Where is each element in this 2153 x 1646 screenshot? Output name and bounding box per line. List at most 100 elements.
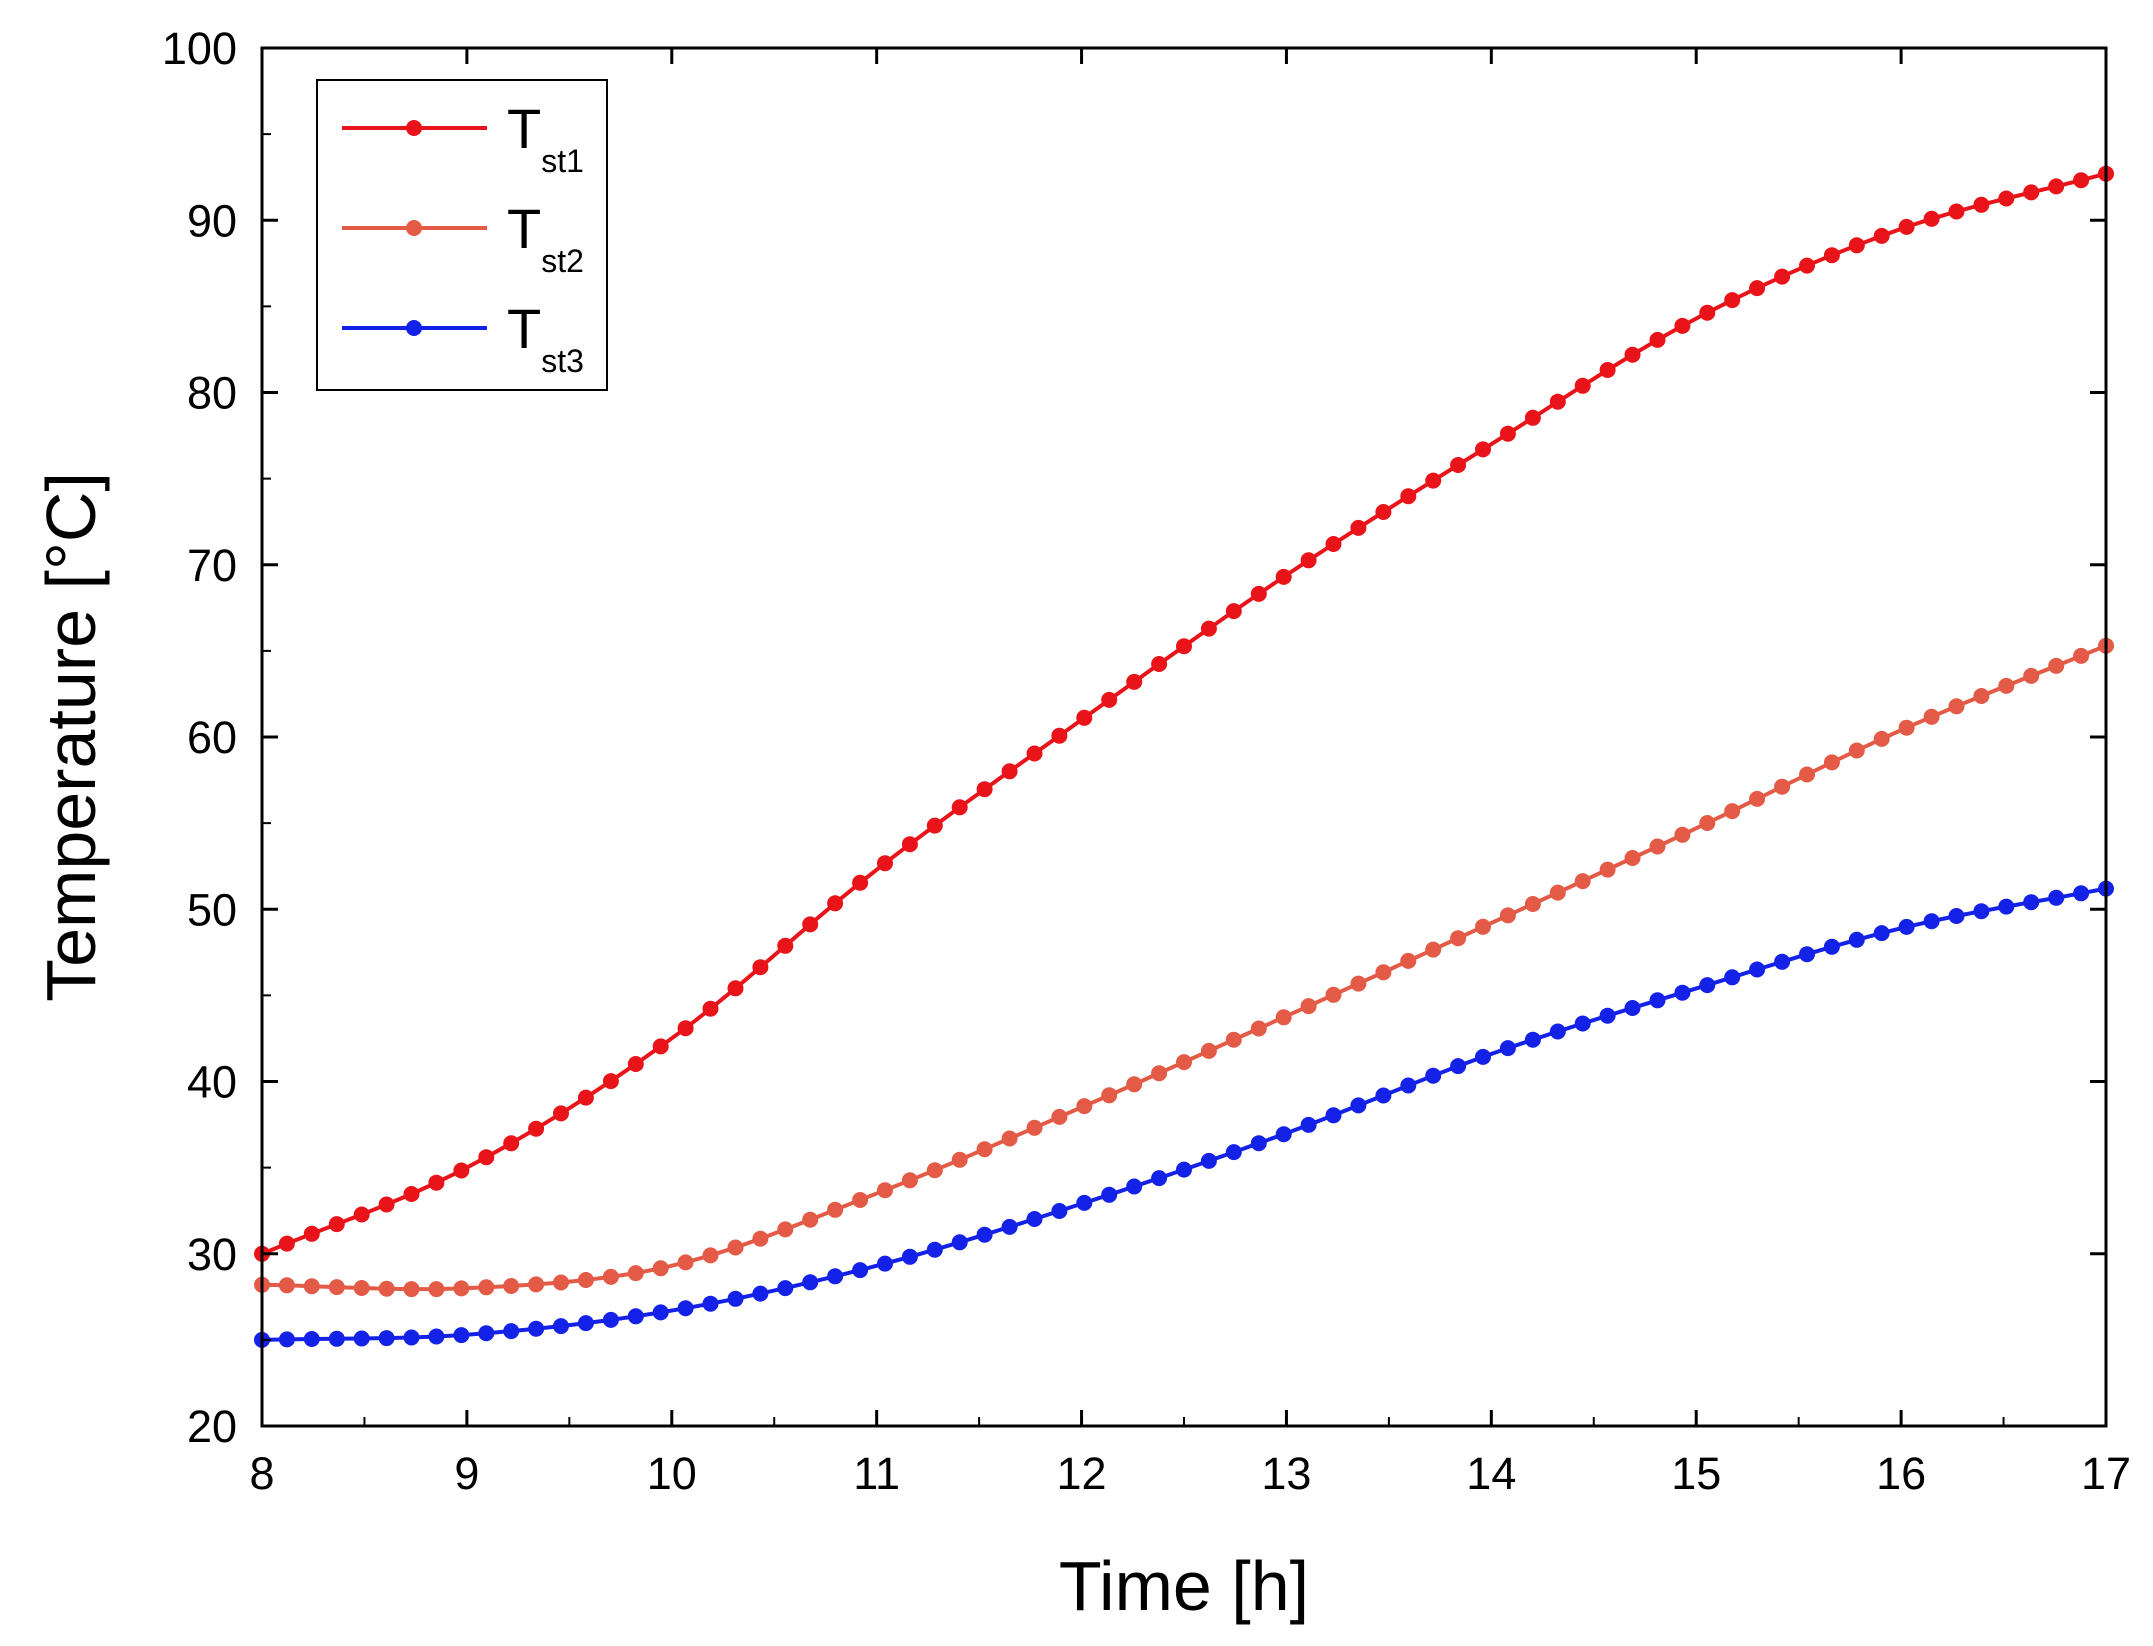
data-point <box>403 1186 420 1202</box>
legend-box <box>316 79 608 391</box>
data-point <box>852 874 869 891</box>
x-tick-label: 11 <box>853 1448 900 1499</box>
data-point <box>1275 1126 1292 1143</box>
data-point <box>1873 227 1890 244</box>
data-point <box>652 1304 669 1321</box>
data-point <box>1001 1218 1018 1235</box>
data-point <box>2023 184 2040 201</box>
data-point <box>1749 961 1766 978</box>
data-point <box>951 1151 968 1168</box>
data-point <box>1923 913 1940 930</box>
y-tick-label: 40 <box>187 1057 237 1108</box>
data-point <box>2023 894 2040 911</box>
data-point <box>926 1162 943 1179</box>
data-point <box>1549 393 1566 410</box>
data-point <box>453 1162 470 1179</box>
x-tick-label: 15 <box>1671 1448 1721 1499</box>
data-point <box>1948 698 1965 715</box>
data-point <box>827 1201 844 1218</box>
data-point <box>1973 688 1990 704</box>
data-point <box>901 836 918 853</box>
data-point <box>577 1089 594 1106</box>
data-point <box>1973 903 1990 920</box>
legend: Tst1 Tst2 Tst3 <box>316 79 608 391</box>
data-point <box>478 1279 495 1296</box>
data-point <box>1325 986 1342 1003</box>
data-point <box>1624 346 1641 363</box>
data-point <box>951 799 968 816</box>
data-point <box>1250 1135 1267 1152</box>
data-point <box>1549 1023 1566 1040</box>
y-tick-label: 80 <box>187 368 237 419</box>
data-point <box>453 1280 470 1297</box>
data-point <box>428 1281 445 1298</box>
data-point <box>1923 210 1940 227</box>
data-point <box>852 1192 869 1208</box>
data-point <box>1599 1007 1616 1024</box>
data-point <box>1848 237 1865 254</box>
data-point <box>2048 657 2065 674</box>
y-tick-label: 60 <box>187 712 237 763</box>
data-point <box>528 1276 545 1293</box>
data-point <box>1823 754 1840 771</box>
data-point <box>503 1323 520 1340</box>
data-point <box>702 1247 719 1264</box>
data-point <box>777 937 794 954</box>
data-point <box>1375 964 1392 981</box>
data-point <box>1574 873 1591 890</box>
data-point <box>1250 585 1267 602</box>
data-point <box>677 1020 694 1037</box>
data-point <box>1475 918 1491 935</box>
data-point <box>478 1149 495 1166</box>
data-point <box>1799 946 1815 963</box>
data-point <box>1799 766 1815 783</box>
y-tick-label: 20 <box>187 1401 237 1452</box>
data-point <box>1200 620 1217 637</box>
data-point <box>702 1295 719 1312</box>
data-point <box>1126 1076 1143 1093</box>
data-point <box>1450 457 1467 473</box>
x-axis-title: Time [h] <box>1059 1547 1309 1625</box>
data-point <box>1848 931 1865 948</box>
data-point <box>528 1120 545 1137</box>
data-point <box>403 1329 420 1346</box>
data-point <box>1151 1065 1168 1082</box>
data-point <box>1499 425 1516 442</box>
data-point <box>752 1285 769 1302</box>
data-point <box>1300 998 1317 1015</box>
data-point <box>328 1330 345 1347</box>
data-point <box>1674 317 1691 334</box>
data-point <box>1774 268 1791 285</box>
data-point <box>1848 742 1865 759</box>
data-point <box>677 1254 694 1271</box>
data-point <box>1350 1097 1367 1114</box>
data-point <box>752 959 769 976</box>
data-point <box>1624 850 1641 866</box>
x-tick-label: 9 <box>454 1448 479 1499</box>
data-point <box>602 1268 619 1285</box>
data-point <box>877 855 893 872</box>
y-tick-label: 50 <box>187 884 237 935</box>
data-point <box>1599 362 1616 378</box>
data-point <box>1450 1058 1467 1075</box>
data-point <box>1499 907 1516 924</box>
data-point <box>1425 941 1442 958</box>
data-point <box>528 1320 545 1337</box>
data-point <box>727 980 744 997</box>
x-tick-label: 10 <box>647 1448 697 1499</box>
data-point <box>1051 1108 1068 1125</box>
data-point <box>328 1279 345 1296</box>
data-point <box>1176 638 1192 655</box>
data-point <box>1101 691 1118 708</box>
data-point <box>1649 992 1666 1009</box>
data-point <box>1923 708 1940 725</box>
data-point <box>1574 377 1591 394</box>
data-point <box>478 1325 495 1342</box>
data-point <box>1674 984 1691 1001</box>
data-point <box>303 1225 320 1242</box>
legend-item-tst1: Tst1 <box>342 97 584 179</box>
data-point <box>577 1272 594 1288</box>
data-point <box>1699 977 1716 994</box>
data-point <box>1026 745 1043 762</box>
